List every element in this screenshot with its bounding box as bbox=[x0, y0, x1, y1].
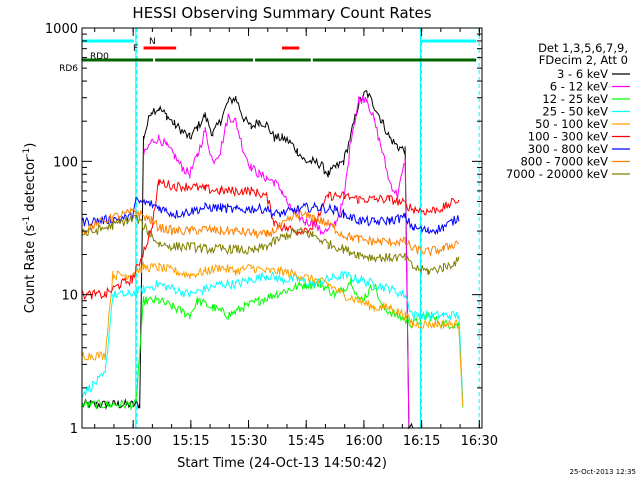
x-axis: 15:00 15:15 15:30 15:45 16:00 16:15 16:30 bbox=[94, 28, 498, 449]
flag-label-0: N bbox=[149, 37, 156, 47]
legend-label-7: 800 - 7000 keV bbox=[520, 155, 608, 169]
legend-label-5: 100 - 300 keV bbox=[528, 130, 608, 144]
legend-label-1: 6 - 12 keV bbox=[550, 80, 608, 94]
x-tick-label-2: 15:30 bbox=[230, 434, 267, 449]
x-tick-label-4: 16:00 bbox=[345, 434, 382, 449]
legend-label-0: 3 - 6 keV bbox=[557, 67, 608, 81]
y-tick-label-3: 1000 bbox=[45, 22, 78, 37]
y-tick-label-2: 100 bbox=[53, 155, 78, 170]
y-axis-label-main: Count Rate (s bbox=[23, 225, 38, 314]
flag-row-label: RD6 bbox=[59, 64, 78, 74]
chart-title: HESSI Observing Summary Count Rates bbox=[132, 4, 431, 22]
legend-label-4: 50 - 100 keV bbox=[535, 117, 608, 131]
x-axis-label: Start Time (24-Oct-13 14:50:42) bbox=[177, 456, 387, 471]
legend: Det 1,3,5,6,7,9, FDecim 2, Att 0 3 - 6 k… bbox=[506, 41, 630, 181]
legend-header-line-1: Det 1,3,5,6,7,9, bbox=[538, 41, 628, 55]
series-line-5 bbox=[81, 178, 460, 301]
x-tick-label-5: 16:15 bbox=[403, 434, 440, 449]
series-line-1 bbox=[143, 95, 410, 426]
series-line-3 bbox=[81, 270, 464, 402]
flag-label-2: RD0 bbox=[90, 52, 109, 62]
plot-frame bbox=[81, 27, 483, 429]
legend-header-line-2: FDecim 2, Att 0 bbox=[539, 53, 628, 67]
flag-label-1: F bbox=[133, 44, 138, 54]
x-tick-label-6: 16:30 bbox=[461, 434, 498, 449]
legend-label-6: 300 - 800 keV bbox=[528, 142, 608, 156]
plot-area: N F RD0 RD6 bbox=[59, 28, 480, 430]
y-tick-label-0: 1 bbox=[70, 422, 78, 437]
series-line-6 bbox=[81, 197, 460, 236]
y-axis-label-sup1: -1 bbox=[22, 216, 32, 225]
y-axis-label: Count Rate (s-1 detector-1) bbox=[22, 143, 38, 314]
legend-label-3: 25 - 50 keV bbox=[542, 105, 608, 119]
series-line-0 bbox=[81, 89, 414, 430]
timestamp: 25-Oct-2013 12:35 bbox=[570, 468, 636, 476]
series-line-4 bbox=[81, 261, 464, 407]
series-line-8 bbox=[81, 214, 460, 276]
x-tick-label-1: 15:15 bbox=[172, 434, 209, 449]
y-axis: 1 10 100 1000 bbox=[45, 22, 482, 437]
y-axis-label-end: ) bbox=[23, 143, 38, 148]
y-axis-label-sup2: -1 bbox=[22, 148, 32, 157]
y-axis-label-mid: detector bbox=[23, 156, 38, 216]
legend-label-8: 7000 - 20000 keV bbox=[506, 167, 608, 181]
y-tick-label-1: 10 bbox=[61, 289, 78, 304]
x-tick-label-0: 15:00 bbox=[114, 434, 151, 449]
legend-label-2: 12 - 25 keV bbox=[542, 92, 608, 106]
x-tick-label-3: 15:45 bbox=[287, 434, 324, 449]
series-line-7 bbox=[81, 206, 460, 258]
